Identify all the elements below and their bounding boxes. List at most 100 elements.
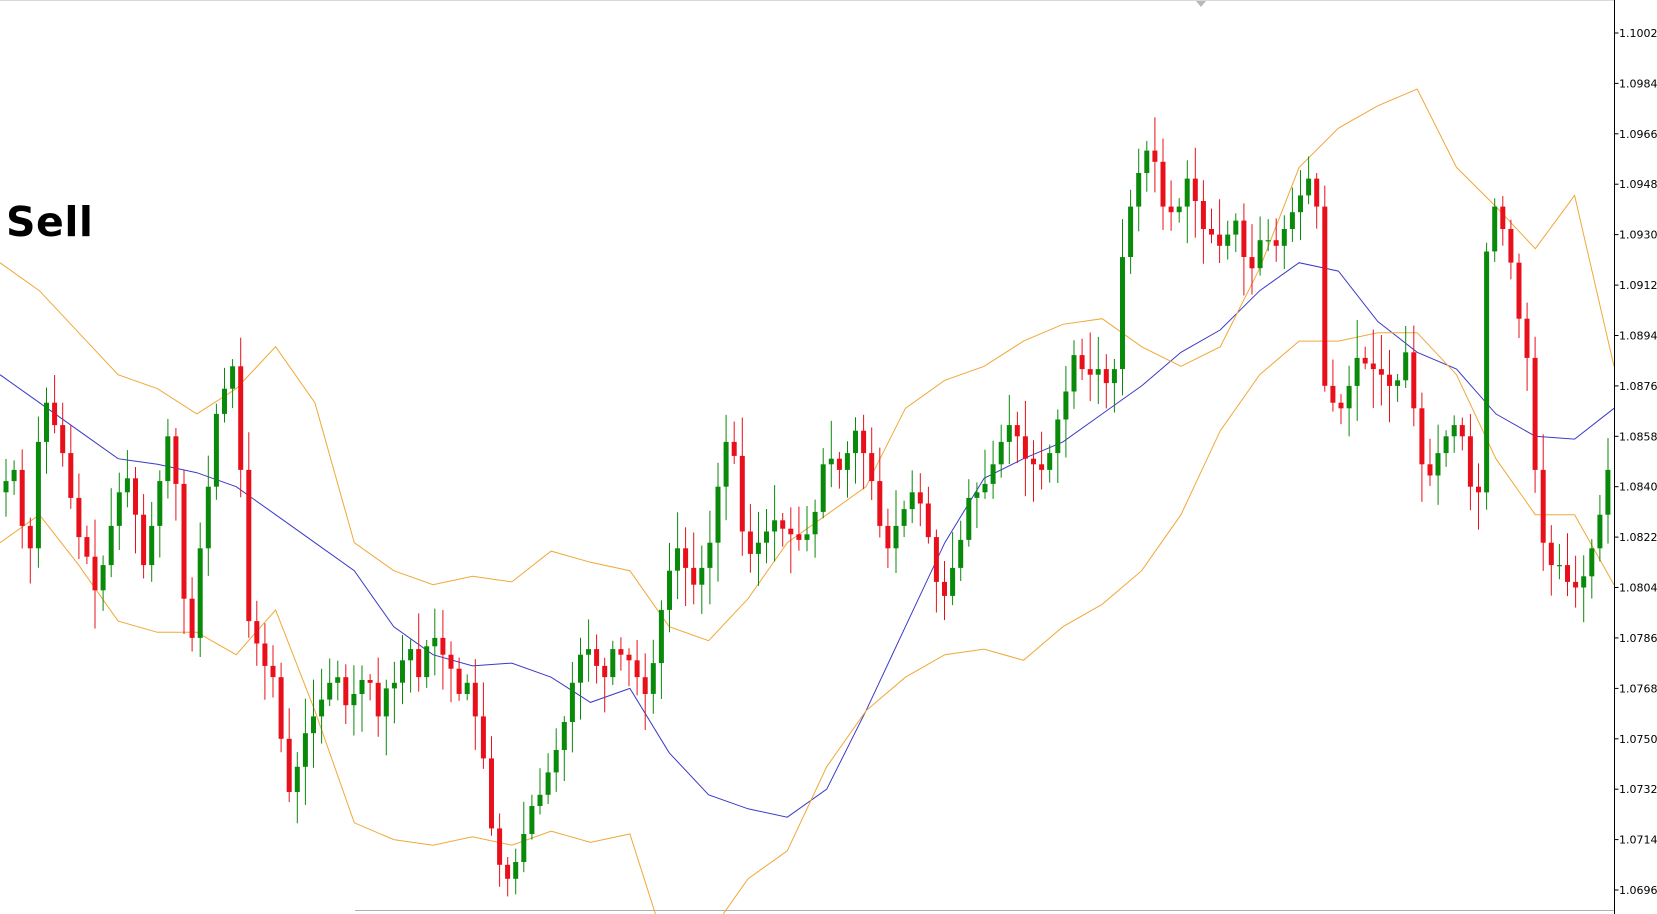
candle-body bbox=[909, 492, 915, 510]
candle-body bbox=[828, 458, 834, 465]
candle-body bbox=[545, 772, 551, 795]
middle-band-line bbox=[0, 262, 1615, 818]
candle-body bbox=[254, 621, 260, 644]
candle-body bbox=[1573, 581, 1579, 588]
candle-body bbox=[1451, 425, 1457, 437]
candle-body bbox=[1346, 385, 1352, 409]
candle-body bbox=[1540, 469, 1546, 543]
candle-body bbox=[626, 654, 632, 661]
candle-body bbox=[1548, 542, 1554, 566]
candle-body bbox=[27, 525, 33, 549]
candle-body bbox=[1435, 453, 1441, 476]
candle-body bbox=[553, 750, 559, 773]
candle-body bbox=[836, 458, 842, 470]
price-tick-label: 1.06965 bbox=[1619, 884, 1657, 897]
candle-body bbox=[1330, 385, 1336, 403]
candle-body bbox=[1354, 357, 1360, 386]
candle-body bbox=[11, 469, 17, 482]
candle-body bbox=[950, 567, 956, 596]
candle-body bbox=[181, 483, 187, 599]
candle-body bbox=[1289, 212, 1295, 229]
candle-body bbox=[440, 637, 446, 655]
candle-body bbox=[1484, 251, 1490, 493]
candle-body bbox=[1217, 234, 1223, 246]
price-tick-label: 1.09485 bbox=[1619, 178, 1657, 191]
candle-body bbox=[464, 682, 470, 694]
candle-body bbox=[1467, 436, 1473, 487]
candle-body bbox=[1589, 548, 1595, 577]
candle-body bbox=[327, 682, 333, 700]
candle-body bbox=[933, 537, 939, 582]
candle-body bbox=[1314, 178, 1320, 207]
candle-body bbox=[52, 402, 58, 426]
candle-body bbox=[1403, 352, 1409, 381]
lower-band-line bbox=[0, 332, 1615, 914]
price-tick-label: 1.09665 bbox=[1619, 128, 1657, 141]
candle-body bbox=[1370, 363, 1376, 370]
candle-body bbox=[1031, 458, 1036, 465]
sell-signal-label: Sell bbox=[6, 198, 94, 246]
candle-body bbox=[76, 497, 82, 538]
candle-body bbox=[133, 478, 138, 515]
candle-body bbox=[691, 567, 697, 585]
candle-body bbox=[1160, 161, 1166, 207]
candle-body bbox=[990, 464, 996, 484]
candle-body bbox=[489, 758, 494, 829]
candle-body bbox=[1516, 262, 1522, 319]
candle-body bbox=[1039, 464, 1045, 470]
candle-body bbox=[1095, 369, 1101, 375]
candle-body bbox=[569, 682, 575, 722]
candle-body bbox=[222, 388, 227, 414]
candle-body bbox=[472, 682, 478, 717]
candle-body bbox=[1387, 374, 1392, 386]
candle-body bbox=[1184, 178, 1190, 207]
candle-body bbox=[853, 430, 858, 454]
candle-body bbox=[1063, 391, 1069, 420]
candle-body bbox=[141, 514, 147, 566]
candle-body bbox=[1605, 469, 1611, 515]
candle-body bbox=[966, 497, 972, 540]
candle-body bbox=[1581, 576, 1587, 588]
candle-body bbox=[1257, 240, 1263, 269]
price-tick-label: 1.07325 bbox=[1619, 783, 1657, 796]
candle-body bbox=[1152, 150, 1158, 162]
candle-body bbox=[262, 643, 268, 666]
candle-body bbox=[1565, 565, 1570, 582]
candle-body bbox=[335, 677, 341, 683]
candle-body bbox=[1597, 514, 1603, 549]
candle-body bbox=[367, 680, 373, 683]
candle-body bbox=[1443, 436, 1449, 454]
candle-body bbox=[869, 453, 875, 482]
candle-body bbox=[35, 441, 41, 549]
candle-body bbox=[1249, 257, 1255, 269]
candle-body bbox=[124, 478, 130, 493]
candle-body bbox=[1411, 352, 1417, 409]
candle-body bbox=[529, 806, 535, 834]
candle-body bbox=[246, 469, 252, 622]
candle-body bbox=[1103, 369, 1109, 384]
candle-body bbox=[1136, 173, 1142, 207]
chart-shift-marker-icon bbox=[1196, 1, 1206, 7]
price-tick-label: 1.08405 bbox=[1619, 481, 1657, 494]
candle-body bbox=[731, 441, 737, 456]
candle-body bbox=[755, 542, 761, 554]
candle-body bbox=[675, 548, 680, 571]
candle-body bbox=[294, 766, 300, 792]
candle-body bbox=[19, 469, 25, 526]
candle-body bbox=[650, 663, 656, 694]
candle-body bbox=[100, 565, 106, 591]
candle-body bbox=[642, 677, 648, 694]
candle-body bbox=[1144, 150, 1150, 173]
candle-body bbox=[213, 413, 219, 487]
candle-body bbox=[1209, 229, 1214, 235]
candle-body bbox=[1128, 206, 1134, 257]
candle-body bbox=[1378, 369, 1384, 375]
candle-body bbox=[1338, 402, 1344, 409]
candle-body bbox=[1265, 240, 1271, 242]
price-tick-label: 1.09845 bbox=[1619, 77, 1657, 90]
candle-body bbox=[1459, 425, 1465, 437]
candle-body bbox=[84, 537, 90, 557]
candle-body bbox=[917, 492, 923, 504]
candle-body bbox=[578, 654, 583, 683]
